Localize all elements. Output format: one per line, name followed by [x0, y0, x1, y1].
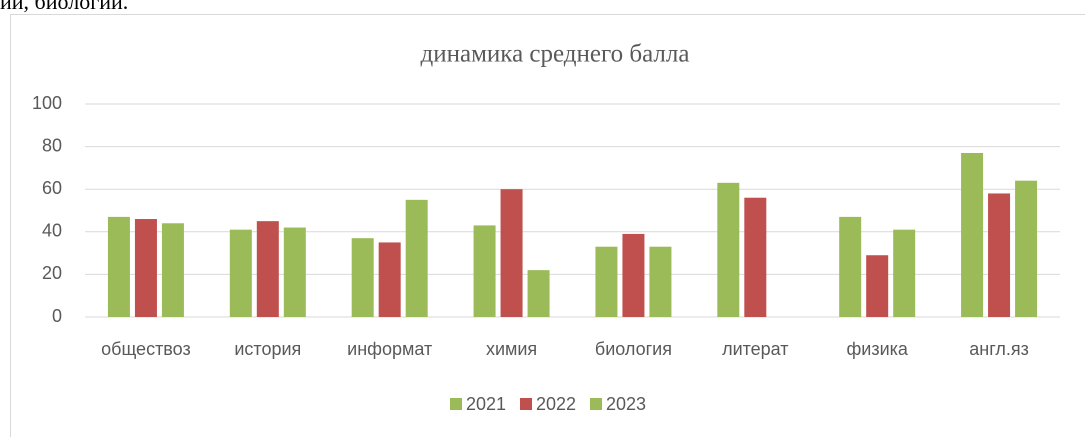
- x-tick-label: информат: [347, 339, 432, 359]
- bar: [229, 229, 252, 317]
- bar: [161, 223, 184, 317]
- y-tick-label: 0: [52, 306, 62, 326]
- bar: [256, 221, 279, 317]
- bar: [839, 216, 862, 317]
- bar: [500, 189, 523, 317]
- bar: [961, 152, 984, 317]
- y-tick-label: 60: [42, 178, 62, 198]
- x-tick-label: химия: [486, 339, 537, 359]
- bar: [1015, 180, 1038, 317]
- y-tick-label: 40: [42, 221, 62, 241]
- legend-swatch: [450, 398, 462, 410]
- bar: [473, 225, 496, 317]
- bar: [595, 246, 618, 317]
- x-tick-label: биология: [595, 339, 672, 359]
- bar: [378, 242, 401, 317]
- bar: [649, 246, 672, 317]
- x-tick-label: обществоз: [101, 339, 191, 359]
- legend-label: 2023: [606, 394, 646, 414]
- bar: [744, 197, 767, 317]
- bar: [134, 219, 157, 317]
- bar: [107, 216, 130, 317]
- x-tick-label: история: [234, 339, 301, 359]
- legend-swatch: [590, 398, 602, 410]
- legend-swatch: [520, 398, 532, 410]
- bar: [988, 193, 1011, 317]
- x-tick-label: англ.яз: [969, 339, 1029, 359]
- chart-frame: [10, 14, 1085, 437]
- chart-title: динамика среднего балла: [421, 41, 690, 68]
- x-tick-label: литерат: [722, 339, 788, 359]
- legend-label: 2022: [536, 394, 576, 414]
- legend-label: 2021: [466, 394, 506, 414]
- text-fragment: ии, биологии.: [0, 0, 128, 14]
- bar: [405, 199, 428, 317]
- bar: [866, 255, 889, 317]
- bar: [283, 227, 306, 317]
- y-tick-label: 100: [32, 93, 62, 113]
- bar: [717, 182, 740, 317]
- y-tick-label: 20: [42, 263, 62, 283]
- bar: [893, 229, 916, 317]
- bar: [351, 238, 374, 317]
- x-tick-label: физика: [846, 339, 908, 359]
- bar: [527, 270, 550, 317]
- bar: [622, 233, 645, 317]
- y-tick-label: 80: [42, 135, 62, 155]
